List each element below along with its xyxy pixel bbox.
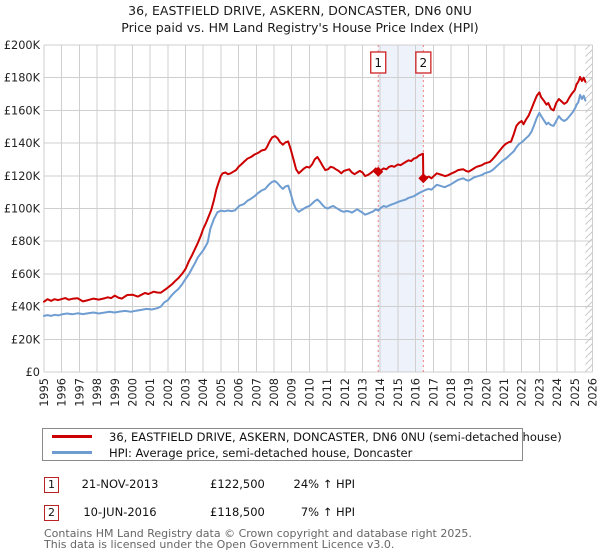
legend-label-hpi: HPI: Average price, semi-detached house,…: [109, 445, 413, 460]
legend: 36, EASTFIELD DRIVE, ASKERN, DONCASTER, …: [42, 428, 562, 461]
x-axis-tick-label: 2009: [286, 378, 299, 407]
x-axis-tick-label: 2013: [356, 378, 369, 407]
y-axis-tick-label: £140K: [4, 137, 41, 150]
x-axis-tick-label: 2017: [427, 378, 440, 407]
chart-title: 36, EASTFIELD DRIVE, ASKERN, DONCASTER, …: [128, 3, 472, 18]
chart-subtitle: Price paid vs. HM Land Registry's House …: [121, 20, 479, 35]
x-axis-tick-label: 2019: [463, 378, 476, 407]
x-axis-tick-label: 2016: [410, 378, 423, 407]
x-axis-tick-label: 2011: [321, 378, 334, 407]
sale-2-hpi-delta: 7% ↑ HPI: [300, 505, 355, 519]
sale-1-diamond-marker: [373, 166, 384, 177]
y-axis-tick-label: £160K: [4, 104, 41, 117]
copyright-line-1: Contains HM Land Registry data © Crown c…: [44, 527, 472, 540]
x-axis-tick-label: 2008: [268, 378, 281, 407]
sale-1-number-badge: 1: [44, 477, 59, 493]
legend-row-hpi: HPI: Average price, semi-detached house,…: [43, 445, 522, 460]
sale-1-hpi-delta: 24% ↑ HPI: [293, 477, 355, 491]
y-axis-tick-label: £20K: [11, 333, 41, 346]
sale-2-marker-label: 2: [420, 56, 428, 70]
x-axis-tick-label: 2012: [339, 378, 352, 407]
price-history-chart: 1 2 £0 £20K £40K £60K £80K £100K £120K £140K £160K…: [4, 40, 600, 407]
y-axis-tick-label: £120K: [4, 170, 41, 183]
sale-row-2: 2 10-JUN-2016 £118,500 7% ↑ HPI: [0, 505, 600, 521]
sale-1-price: £122,500: [210, 477, 265, 491]
sale-2-marker-box: [415, 51, 432, 74]
x-axis-tick-label: 2018: [445, 378, 458, 407]
y-axis-tick-label: £0: [26, 366, 40, 379]
x-axis-tick-label: 2025: [569, 378, 582, 407]
y-axis-tick-label: £100K: [4, 203, 41, 216]
sale-2-date: 10-JUN-2016: [83, 505, 157, 519]
x-axis-tick-label: 2002: [162, 378, 175, 407]
x-axis-tick-label: 2021: [498, 378, 511, 407]
x-axis-tick-label: 2015: [392, 378, 405, 407]
gridlines: [43, 44, 593, 373]
y-axis-tick-label: £200K: [4, 40, 41, 52]
hpi-line: [43, 93, 587, 317]
x-axis-tick-label: 1996: [56, 378, 69, 407]
x-axis-tick-label: 2022: [516, 378, 529, 407]
x-axis-tick-label: 2005: [215, 378, 228, 407]
x-axis-tick-label: 2006: [233, 378, 246, 407]
x-axis-tick-label: 2026: [587, 378, 600, 407]
x-axis-tick-label: 2020: [480, 378, 493, 407]
y-axis-tick-label: £180K: [4, 72, 41, 85]
x-axis-tick-label: 1999: [109, 378, 122, 407]
price-paid-line: [43, 75, 587, 303]
sale-2-number-badge: 2: [44, 505, 59, 521]
x-axis-tick-label: 2010: [303, 378, 316, 407]
x-axis-tick-label: 2014: [374, 378, 387, 407]
x-axis-tick-label: 2004: [197, 378, 210, 407]
x-axis-tick-label: 1995: [38, 378, 51, 407]
x-axis-tick-label: 1998: [91, 378, 104, 407]
sale-row-1: 1 21-NOV-2013 £122,500 24% ↑ HPI: [0, 477, 600, 493]
legend-label-price-paid: 36, EASTFIELD DRIVE, ASKERN, DONCASTER, …: [109, 429, 562, 444]
y-axis-tick-label: £40K: [11, 301, 41, 314]
blue-line-sample-icon: [52, 451, 92, 454]
x-axis-tick-label: 2003: [180, 378, 193, 407]
y-axis-tick-label: £60K: [11, 268, 41, 281]
future-hatch-region: [585, 45, 593, 372]
sale-2-diamond-marker: [418, 173, 429, 184]
x-axis-tick-label: 2023: [533, 378, 546, 407]
x-axis-tick-label: 1997: [73, 378, 86, 407]
x-axis-tick-label: 2007: [250, 378, 263, 407]
legend-row-price-paid: 36, EASTFIELD DRIVE, ASKERN, DONCASTER, …: [43, 430, 562, 444]
sale-1-marker-box: [370, 51, 387, 74]
x-axis-tick-label: 2024: [551, 378, 564, 407]
sale-2-price: £118,500: [210, 505, 265, 519]
sale-1-marker-label: 1: [374, 56, 382, 70]
copyright-line-2: This data is licensed under the Open Gov…: [44, 538, 395, 551]
x-axis-tick-label: 2000: [126, 378, 139, 407]
red-line-sample-icon: [52, 435, 92, 438]
y-axis-tick-label: £80K: [11, 235, 41, 248]
sale-1-date: 21-NOV-2013: [81, 477, 159, 491]
x-axis-tick-label: 2001: [144, 378, 157, 407]
